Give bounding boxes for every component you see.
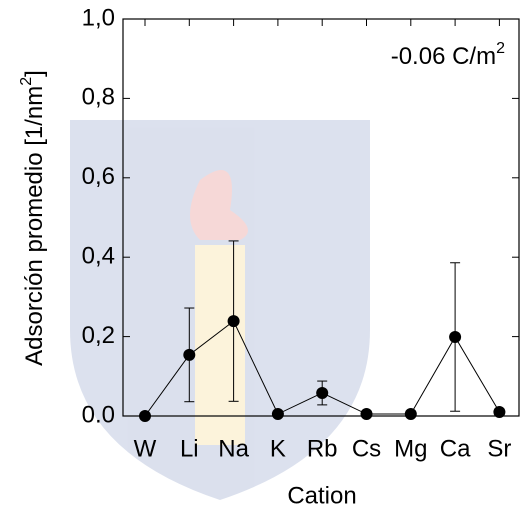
y-tick-label: 0.0 bbox=[82, 401, 115, 428]
plot-frame bbox=[122, 18, 520, 417]
x-tick-label: Li bbox=[180, 435, 199, 462]
y-tick-label: 0,8 bbox=[82, 84, 115, 111]
data-point bbox=[271, 408, 284, 421]
x-tick-label: Ca bbox=[440, 435, 471, 462]
data-point bbox=[449, 330, 462, 343]
x-tick-label: Mg bbox=[394, 435, 427, 462]
x-tick-label: Rb bbox=[307, 435, 338, 462]
y-tick-label: 0,2 bbox=[82, 322, 115, 349]
y-tick-label: 0,4 bbox=[82, 243, 115, 270]
y-tick-label: 1,0 bbox=[82, 4, 115, 31]
watermark bbox=[70, 120, 370, 500]
data-point bbox=[360, 408, 373, 421]
data-point bbox=[139, 410, 151, 422]
data-point bbox=[404, 408, 417, 421]
annotation: -0.06 C/m2 bbox=[391, 40, 505, 70]
x-tick-label: W bbox=[134, 435, 157, 462]
data-point bbox=[183, 348, 196, 361]
data-point bbox=[316, 386, 329, 399]
data-point bbox=[493, 406, 506, 419]
x-tick-label: Sr bbox=[487, 435, 511, 462]
x-tick-label: K bbox=[270, 435, 286, 462]
x-tick-label: Cs bbox=[352, 435, 381, 462]
x-tick-label: Na bbox=[218, 435, 249, 462]
y-tick-label: 0,6 bbox=[82, 163, 115, 190]
x-axis-label: Cation bbox=[287, 482, 356, 509]
data-point bbox=[227, 315, 240, 328]
y-axis-label: Adsorción promedio [1/nm2] bbox=[18, 70, 48, 366]
